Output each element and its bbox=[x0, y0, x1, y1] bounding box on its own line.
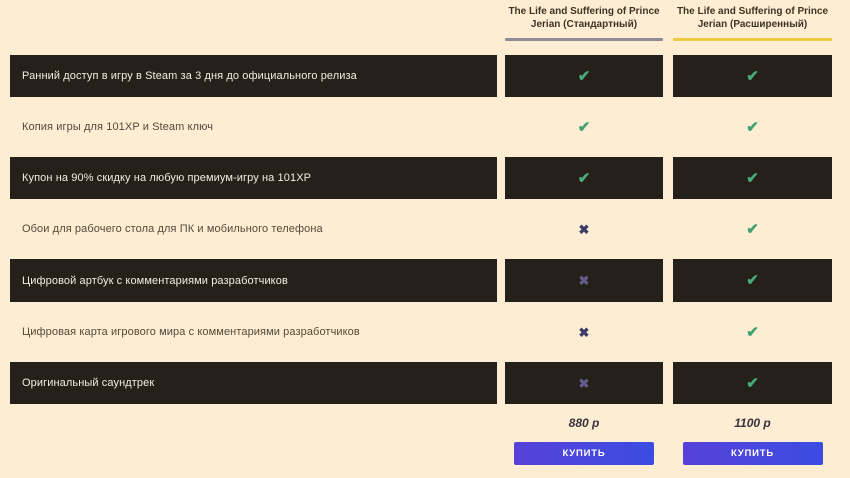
table-row: Оригинальный саундтрек ✖ ✔ bbox=[0, 362, 850, 404]
table-row: Обои для рабочего стола для ПК и мобильн… bbox=[0, 199, 850, 259]
edition-title-extended: The Life and Suffering of Prince Jerian … bbox=[676, 6, 829, 30]
feature-label: Обои для рабочего стола для ПК и мобильн… bbox=[22, 223, 323, 235]
extended-underline bbox=[673, 38, 832, 41]
table-header: The Life and Suffering of Prince Jerian … bbox=[0, 0, 850, 55]
feature-label: Оригинальный саундтрек bbox=[22, 377, 155, 389]
extended-mark: ✔ bbox=[746, 374, 759, 392]
standard-mark: ✔ bbox=[577, 169, 591, 187]
extended-mark: ✔ bbox=[746, 118, 759, 136]
standard-mark: ✖ bbox=[578, 324, 590, 340]
buy-button-extended[interactable]: КУПИТЬ bbox=[682, 442, 823, 465]
column-header-standard: The Life and Suffering of Prince Jerian … bbox=[505, 0, 663, 55]
extended-price: 1100 р bbox=[734, 416, 771, 430]
buy-row: КУПИТЬ КУПИТЬ bbox=[0, 442, 850, 465]
standard-mark: ✖ bbox=[578, 375, 590, 391]
standard-mark: ✖ bbox=[578, 221, 590, 237]
extended-mark: ✔ bbox=[746, 323, 759, 341]
feature-label: Цифровая карта игрового мира с комментар… bbox=[22, 326, 360, 338]
table-row: Копия игры для 101XP и Steam ключ ✔ ✔ bbox=[0, 97, 850, 157]
table-row: Купон на 90% скидку на любую премиум-игр… bbox=[0, 157, 850, 199]
feature-label: Копия игры для 101XP и Steam ключ bbox=[22, 121, 214, 133]
extended-mark: ✔ bbox=[746, 67, 759, 85]
edition-title-standard: The Life and Suffering of Prince Jerian … bbox=[508, 6, 660, 30]
standard-mark: ✔ bbox=[577, 67, 591, 85]
table-row: Ранний доступ в игру в Steam за 3 дня до… bbox=[0, 55, 850, 97]
extended-mark: ✔ bbox=[746, 220, 759, 238]
standard-mark: ✖ bbox=[578, 273, 590, 288]
buy-button-standard[interactable]: КУПИТЬ bbox=[514, 442, 654, 465]
price-row: 880 р 1100 р bbox=[0, 404, 850, 442]
standard-mark: ✔ bbox=[577, 118, 591, 136]
standard-underline bbox=[505, 38, 663, 41]
extended-mark: ✔ bbox=[746, 272, 759, 289]
column-header-extended: The Life and Suffering of Prince Jerian … bbox=[673, 0, 832, 55]
feature-label: Цифровой артбук с комментариями разработ… bbox=[22, 274, 288, 287]
feature-label: Купон на 90% скидку на любую премиум-игр… bbox=[22, 172, 312, 184]
table-row: Цифровой артбук с комментариями разработ… bbox=[0, 259, 850, 302]
feature-label: Ранний доступ в игру в Steam за 3 дня до… bbox=[22, 70, 357, 82]
table-row: Цифровая карта игрового мира с комментар… bbox=[0, 302, 850, 362]
extended-mark: ✔ bbox=[746, 169, 759, 187]
standard-price: 880 р bbox=[568, 416, 600, 430]
